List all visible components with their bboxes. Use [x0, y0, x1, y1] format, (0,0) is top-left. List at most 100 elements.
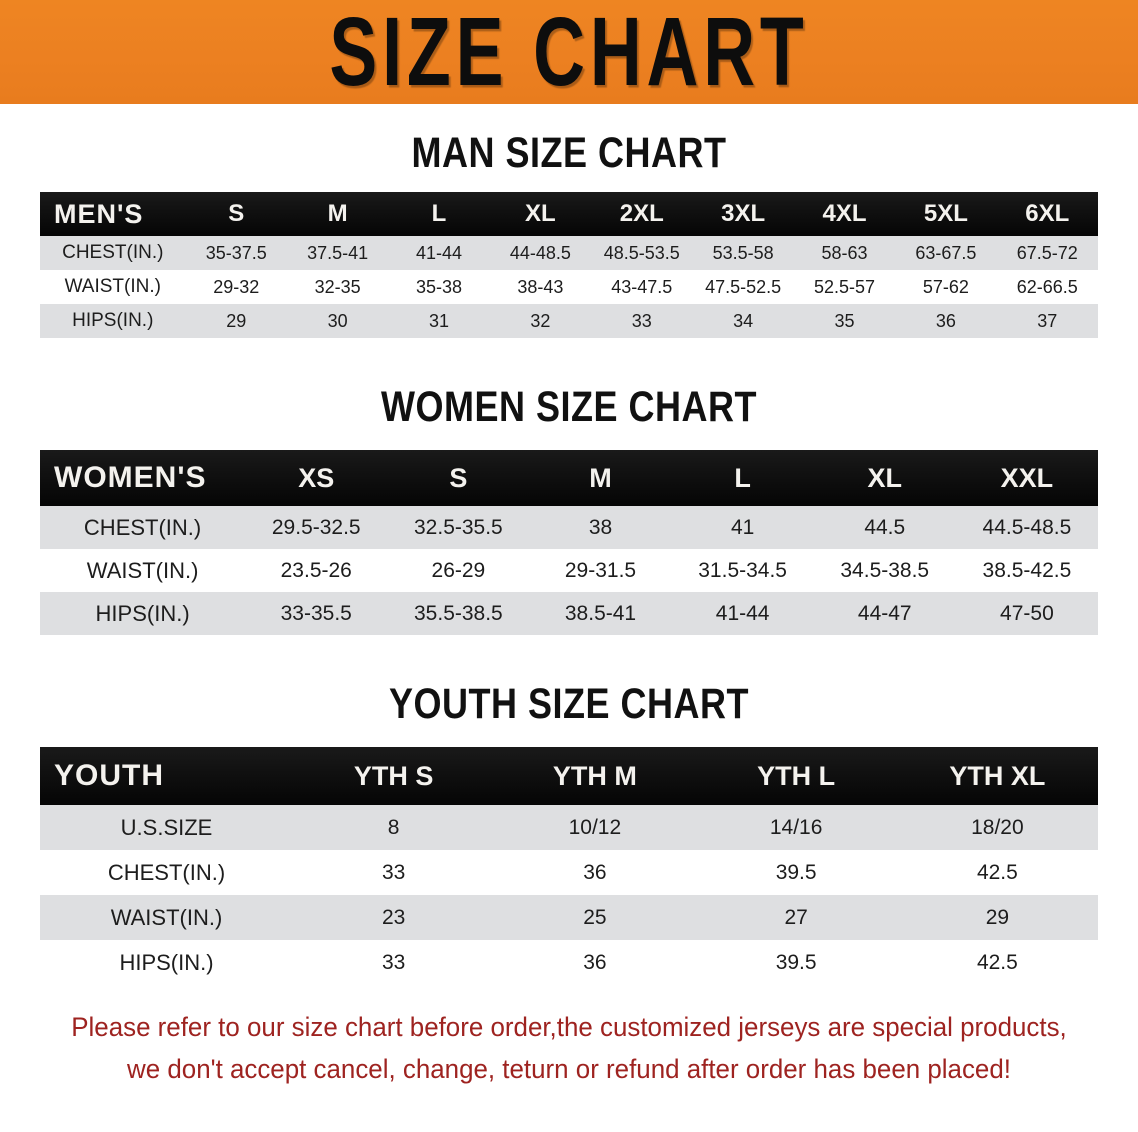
page-title: SIZE CHART [329, 0, 809, 107]
man-row-label: HIPS(IN.) [40, 304, 186, 338]
man-cell: 44-48.5 [489, 236, 592, 270]
man-cell: 33 [591, 304, 693, 338]
man-cell: 57-62 [895, 270, 997, 304]
youth-cell: 42.5 [896, 940, 1098, 985]
man-cell: 36 [895, 304, 997, 338]
women-table-row: CHEST(IN.) 29.5-32.5 32.5-35.5 38 41 44.5 44.5… [40, 506, 1098, 549]
page-banner: SIZE CHART [0, 0, 1138, 104]
man-table-corner-label: MEN'S [40, 192, 186, 236]
man-cell: 41-44 [388, 236, 490, 270]
women-cell: 33-35.5 [245, 592, 388, 635]
youth-cell: 29 [896, 895, 1098, 940]
man-column-header-m: M [286, 192, 389, 236]
man-table-row: CHEST(IN.) 35-37.5 37.5-41 41-44 44-48.5 48.5… [40, 236, 1098, 270]
youth-table-row: WAIST(IN.) 23 25 27 29 [40, 895, 1098, 940]
women-cell: 29.5-32.5 [245, 506, 388, 549]
man-section-title: MAN SIZE CHART [411, 128, 727, 177]
women-cell: 32.5-35.5 [387, 506, 530, 549]
women-size-table: WOMEN'S XS S M L XL XXL CHEST(IN.) 29.5-32.5 32.… [40, 450, 1098, 635]
man-cell: 52.5-57 [793, 270, 896, 304]
youth-section-title: YOUTH SIZE CHART [388, 679, 749, 728]
man-cell: 47.5-52.5 [692, 270, 794, 304]
youth-size-table: YOUTH YTH S YTH M YTH L YTH XL U.S.SIZE 8 10/1… [40, 747, 1098, 985]
man-cell: 58-63 [793, 236, 896, 270]
man-cell: 29-32 [185, 270, 287, 304]
return-policy-line-1: Please refer to our size chart before or… [71, 1012, 1067, 1042]
man-table-row: HIPS(IN.) 29 30 31 32 33 34 35 36 37 [40, 304, 1098, 338]
women-cell: 38.5-41 [529, 592, 672, 635]
youth-cell: 42.5 [896, 850, 1098, 895]
youth-cell: 10/12 [494, 805, 696, 850]
man-table-body: CHEST(IN.) 35-37.5 37.5-41 41-44 44-48.5 48.5… [40, 236, 1098, 338]
youth-table-row: U.S.SIZE 8 10/12 14/16 18/20 [40, 805, 1098, 850]
women-cell: 34.5-38.5 [813, 549, 956, 592]
youth-header-row: YOUTH YTH S YTH M YTH L YTH XL [40, 747, 1098, 805]
women-table-row: WAIST(IN.) 23.5-26 26-29 29-31.5 31.5-34.5 34… [40, 549, 1098, 592]
man-cell: 35-37.5 [185, 236, 287, 270]
youth-table-corner-label: YOUTH [40, 747, 293, 805]
man-cell: 63-67.5 [895, 236, 997, 270]
return-policy-line-2: we don't accept cancel, change, teturn o… [127, 1053, 1011, 1084]
women-row-label: CHEST(IN.) [40, 506, 246, 549]
youth-cell: 36 [494, 940, 696, 985]
man-cell: 29 [185, 304, 287, 338]
youth-cell: 33 [293, 850, 495, 895]
man-cell: 38-43 [489, 270, 592, 304]
man-size-table: MEN'S S M L XL 2XL 3XL 4XL 5XL 6XL CHEST(IN.) 35-3… [40, 192, 1098, 338]
youth-column-header-yth-l: YTH L [695, 747, 897, 805]
man-cell: 37.5-41 [286, 236, 389, 270]
man-column-header-4xl: 4XL [793, 192, 896, 236]
man-cell: 31 [388, 304, 490, 338]
women-column-header-xxl: XXL [955, 450, 1098, 506]
women-column-header-m: M [529, 450, 672, 506]
man-table-row: WAIST(IN.) 29-32 32-35 35-38 38-43 43-47.5 47.… [40, 270, 1098, 304]
youth-cell: 39.5 [695, 940, 897, 985]
man-column-header-5xl: 5XL [895, 192, 997, 236]
women-cell: 31.5-34.5 [671, 549, 814, 592]
youth-column-header-yth-s: YTH S [293, 747, 495, 805]
man-row-label: WAIST(IN.) [40, 270, 186, 304]
women-column-header-s: S [387, 450, 530, 506]
youth-table-body: U.S.SIZE 8 10/12 14/16 18/20 CHEST(IN.) 33 36 39… [40, 805, 1098, 985]
women-cell: 23.5-26 [245, 549, 388, 592]
youth-table-row: CHEST(IN.) 33 36 39.5 42.5 [40, 850, 1098, 895]
youth-cell: 39.5 [695, 850, 897, 895]
women-cell: 44.5 [813, 506, 956, 549]
women-row-label: HIPS(IN.) [40, 592, 246, 635]
youth-column-header-yth-m: YTH M [494, 747, 696, 805]
women-cell: 47-50 [955, 592, 1098, 635]
youth-cell: 23 [293, 895, 495, 940]
women-table-corner-label: WOMEN'S [40, 450, 246, 506]
women-cell: 41-44 [671, 592, 814, 635]
man-cell: 48.5-53.5 [591, 236, 693, 270]
man-column-header-3xl: 3XL [692, 192, 794, 236]
women-column-header-xl: XL [813, 450, 956, 506]
women-cell: 41 [671, 506, 814, 549]
man-column-header-s: S [185, 192, 287, 236]
women-table-body: CHEST(IN.) 29.5-32.5 32.5-35.5 38 41 44.5 44.5… [40, 506, 1098, 635]
man-cell: 30 [286, 304, 389, 338]
return-policy-note: Please refer to our size chart before or… [55, 1007, 1082, 1091]
man-cell: 35 [793, 304, 896, 338]
women-cell: 29-31.5 [529, 549, 672, 592]
women-table-head: WOMEN'S XS S M L XL XXL [40, 450, 1098, 506]
youth-cell: 8 [293, 805, 495, 850]
man-cell: 53.5-58 [692, 236, 794, 270]
women-column-header-xs: XS [245, 450, 388, 506]
man-cell: 37 [996, 304, 1098, 338]
women-column-header-l: L [671, 450, 814, 506]
man-table-head: MEN'S S M L XL 2XL 3XL 4XL 5XL 6XL [40, 192, 1098, 236]
women-section-title: WOMEN SIZE CHART [381, 382, 757, 431]
man-cell: 62-66.5 [996, 270, 1098, 304]
youth-row-label: HIPS(IN.) [40, 940, 293, 985]
man-column-header-2xl: 2XL [591, 192, 693, 236]
women-header-row: WOMEN'S XS S M L XL XXL [40, 450, 1098, 506]
youth-row-label: CHEST(IN.) [40, 850, 293, 895]
youth-cell: 27 [695, 895, 897, 940]
youth-cell: 36 [494, 850, 696, 895]
women-cell: 44.5-48.5 [955, 506, 1098, 549]
women-cell: 26-29 [387, 549, 530, 592]
man-row-label: CHEST(IN.) [40, 236, 186, 270]
youth-row-label: WAIST(IN.) [40, 895, 293, 940]
man-column-header-l: L [388, 192, 490, 236]
